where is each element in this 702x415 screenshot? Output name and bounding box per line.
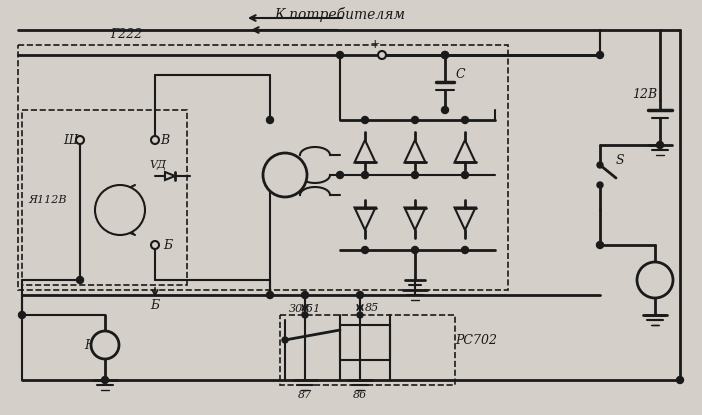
Circle shape bbox=[461, 247, 468, 254]
Circle shape bbox=[442, 107, 449, 113]
Circle shape bbox=[442, 51, 449, 59]
Circle shape bbox=[151, 241, 159, 249]
Text: 87: 87 bbox=[298, 390, 312, 400]
Circle shape bbox=[263, 153, 307, 197]
Text: Б: Б bbox=[164, 239, 173, 251]
Text: 12В: 12В bbox=[633, 88, 658, 102]
Circle shape bbox=[362, 117, 369, 124]
Circle shape bbox=[91, 331, 119, 359]
Bar bbox=[22, 110, 187, 285]
Text: Н: Н bbox=[84, 339, 95, 352]
Circle shape bbox=[597, 242, 604, 249]
Circle shape bbox=[411, 117, 418, 124]
Text: Б: Б bbox=[150, 298, 159, 312]
Text: РС702: РС702 bbox=[455, 334, 497, 347]
Bar bbox=[280, 315, 455, 385]
Circle shape bbox=[357, 291, 364, 298]
Text: Ш: Ш bbox=[63, 134, 77, 146]
Text: 85: 85 bbox=[365, 303, 379, 313]
Text: +: + bbox=[370, 39, 380, 51]
Circle shape bbox=[18, 312, 25, 318]
Circle shape bbox=[77, 276, 84, 283]
Circle shape bbox=[461, 171, 468, 178]
Circle shape bbox=[411, 171, 418, 178]
Circle shape bbox=[597, 182, 603, 188]
Circle shape bbox=[151, 136, 159, 144]
Circle shape bbox=[656, 142, 663, 149]
Text: 30/51: 30/51 bbox=[289, 303, 321, 313]
Text: VД: VД bbox=[150, 160, 166, 170]
Text: VT: VT bbox=[127, 200, 143, 210]
Circle shape bbox=[637, 262, 673, 298]
Circle shape bbox=[411, 247, 418, 254]
Circle shape bbox=[362, 171, 369, 178]
Circle shape bbox=[378, 51, 386, 59]
Circle shape bbox=[302, 312, 308, 318]
Text: Г222: Г222 bbox=[110, 29, 143, 42]
Circle shape bbox=[677, 376, 684, 383]
Text: В: В bbox=[161, 134, 170, 146]
Bar bbox=[340, 325, 390, 360]
Circle shape bbox=[597, 51, 604, 59]
Circle shape bbox=[301, 291, 308, 298]
Text: 86: 86 bbox=[353, 390, 367, 400]
Text: C: C bbox=[455, 68, 465, 81]
Text: Я112В: Я112В bbox=[28, 195, 67, 205]
Circle shape bbox=[336, 51, 343, 59]
Bar bbox=[18, 45, 508, 290]
Text: К потребителям: К потребителям bbox=[274, 7, 406, 22]
Circle shape bbox=[282, 337, 288, 343]
Circle shape bbox=[442, 51, 449, 59]
Circle shape bbox=[597, 162, 603, 168]
Circle shape bbox=[336, 171, 343, 178]
Circle shape bbox=[102, 376, 109, 383]
Text: S: S bbox=[616, 154, 624, 166]
Circle shape bbox=[461, 117, 468, 124]
Circle shape bbox=[267, 291, 274, 298]
Circle shape bbox=[362, 247, 369, 254]
Text: V: V bbox=[651, 273, 659, 286]
Circle shape bbox=[76, 136, 84, 144]
Circle shape bbox=[357, 312, 363, 318]
Circle shape bbox=[95, 185, 145, 235]
Circle shape bbox=[267, 117, 274, 124]
